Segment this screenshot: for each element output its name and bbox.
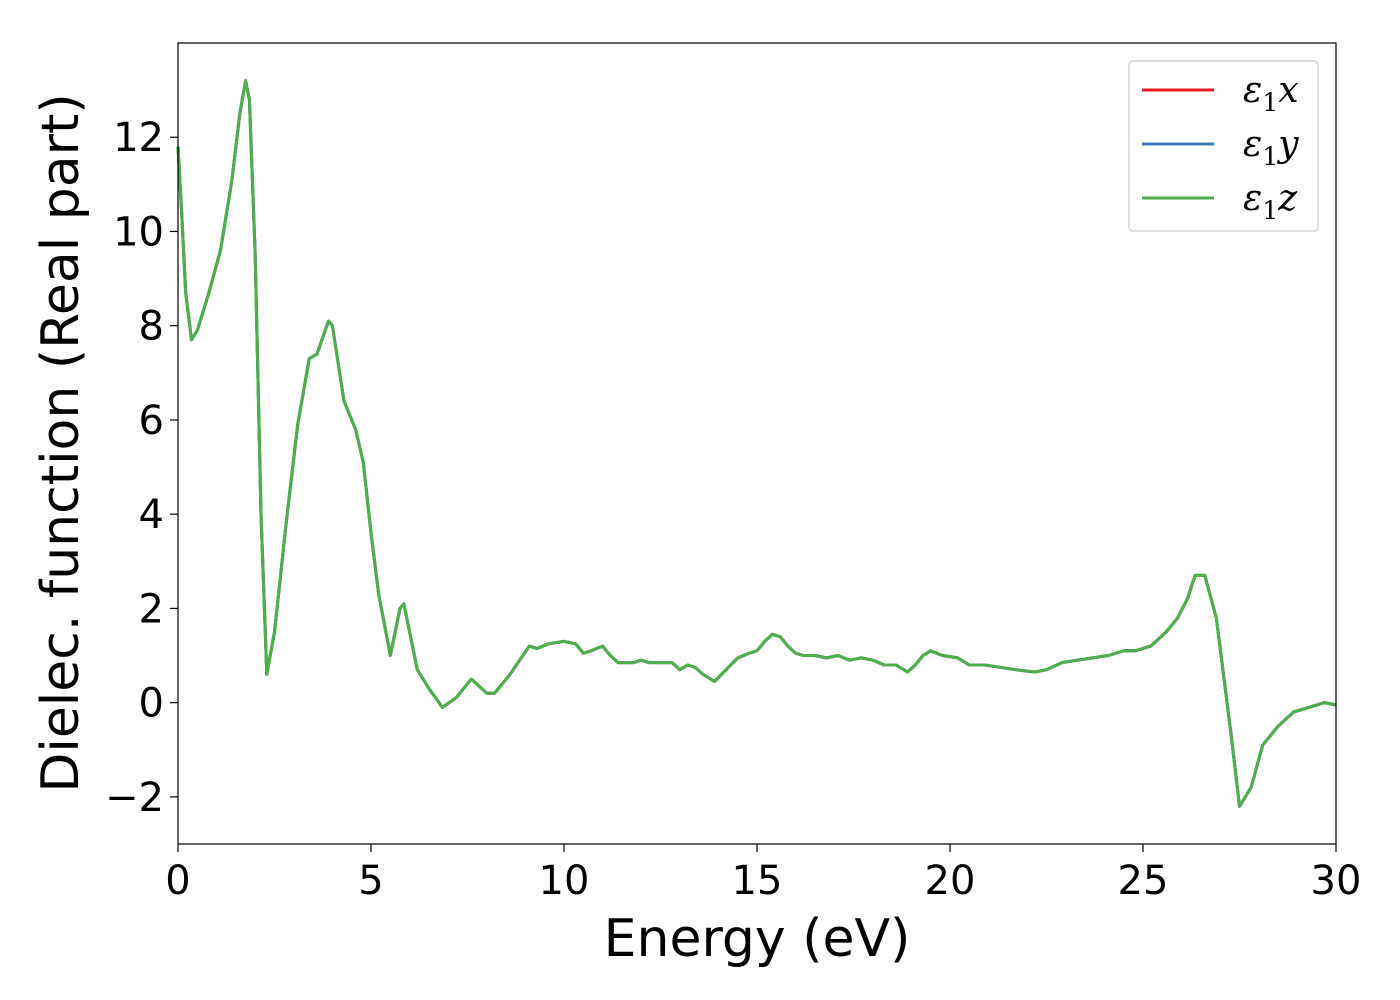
x-axis-label: Energy (eV) xyxy=(604,909,911,969)
x-tick-label: 25 xyxy=(1118,858,1169,904)
legend: ε1x ε1y ε1z xyxy=(1128,60,1319,232)
x-axis-ticks: 0 5 10 15 20 25 30 xyxy=(165,844,1361,904)
legend-frame xyxy=(1128,60,1319,232)
y-tick-label: 8 xyxy=(139,304,164,350)
y-axis-label: Dielec. function (Real part) xyxy=(31,93,91,792)
y-tick-label: 4 xyxy=(139,492,164,538)
y-tick-label: −2 xyxy=(105,775,164,821)
x-tick-label: 10 xyxy=(539,858,590,904)
y-tick-label: 2 xyxy=(139,586,164,632)
x-tick-label: 0 xyxy=(165,858,190,904)
x-tick-label: 15 xyxy=(732,858,783,904)
series-line-z xyxy=(176,79,1337,808)
x-tick-label: 5 xyxy=(358,858,383,904)
x-tick-label: 30 xyxy=(1311,858,1362,904)
y-tick-label: 12 xyxy=(113,115,164,161)
y-tick-label: 0 xyxy=(139,681,164,727)
legend-label-x: ε1x xyxy=(1243,70,1299,117)
legend-label-y: ε1y xyxy=(1243,124,1299,171)
y-tick-label: 10 xyxy=(113,209,164,255)
legend-label-z: ε1z xyxy=(1243,178,1298,225)
y-axis-ticks: −2 0 2 4 6 8 10 12 xyxy=(105,115,178,821)
series-lines xyxy=(176,79,1337,808)
x-tick-label: 20 xyxy=(925,858,976,904)
y-tick-label: 6 xyxy=(139,398,164,444)
